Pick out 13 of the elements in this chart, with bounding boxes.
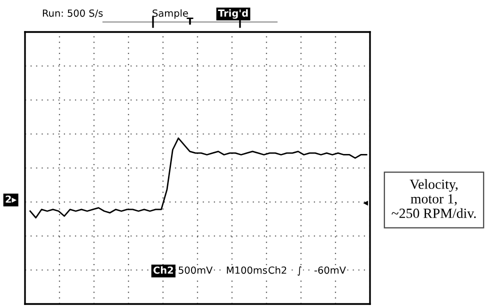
- annotation: ◂: [363, 200, 368, 206]
- annotation: Ch2: [153, 266, 173, 274]
- text: Sample: [152, 9, 188, 19]
- text: Run: 500 S/s: [42, 9, 103, 18]
- annotation: ∫: [298, 266, 302, 276]
- text: T: [186, 18, 194, 25]
- annotation: Ch2: [268, 266, 286, 274]
- annotation: -60mV: [314, 266, 346, 274]
- text: Velocity, motor 1, ~250 RPM/div.: [392, 179, 476, 218]
- text: Trig'd: [218, 9, 248, 19]
- annotation: M100ms: [226, 266, 268, 274]
- text: 2▸: [6, 195, 17, 203]
- annotation: 500mV: [178, 266, 213, 274]
